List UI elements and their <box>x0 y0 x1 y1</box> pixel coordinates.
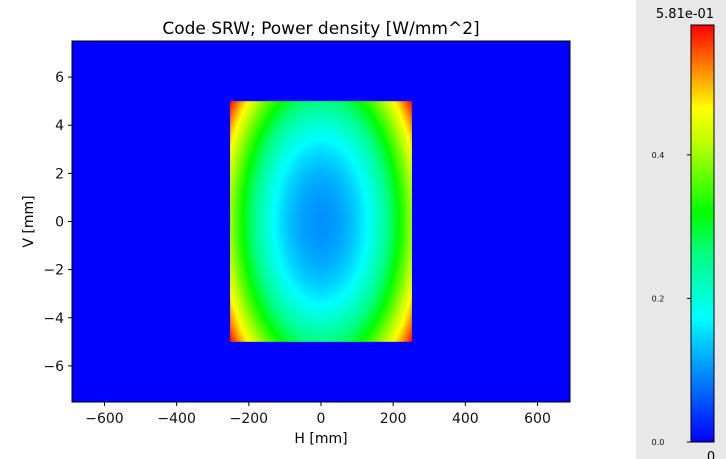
y-tick-label: 4 <box>55 118 64 134</box>
x-tick-label: −200 <box>230 411 268 427</box>
x-axis-label: H [mm] <box>294 431 347 447</box>
y-tick-label: −6 <box>43 359 64 375</box>
x-tick-label: 600 <box>524 411 551 427</box>
colorbar-ticks: 0.0 0.2 0.4 <box>652 151 691 447</box>
y-axis-ticks: −6 −4 −2 0 2 4 6 <box>43 70 72 375</box>
x-tick-label: 200 <box>380 411 407 427</box>
x-tick-label: −600 <box>85 411 123 427</box>
y-tick-label: −4 <box>43 311 64 327</box>
x-tick-label: 0 <box>317 411 326 427</box>
x-tick-label: −400 <box>157 411 195 427</box>
colorbar-tick-label: 0.4 <box>652 151 665 160</box>
colorbar-gradient <box>690 24 715 443</box>
y-tick-label: −2 <box>43 263 64 279</box>
chart-title: Code SRW; Power density [W/mm^2] <box>162 19 479 39</box>
colorbar-min-label: 0 <box>707 450 715 459</box>
y-axis-label: V [mm] <box>21 195 37 247</box>
y-tick-label: 6 <box>55 70 64 86</box>
colorbar-tick-label: 0.2 <box>652 294 665 303</box>
power-density-plot: Code SRW; Power density [W/mm^2] −600 −40… <box>21 19 571 447</box>
y-tick-label: 0 <box>55 215 64 231</box>
y-tick-label: 2 <box>55 166 64 182</box>
heatmap-image <box>230 101 412 342</box>
colorbar-tick-label: 0.0 <box>652 438 665 447</box>
colorbar-panel: 5.81e-01 0.0 0.2 0.4 0 <box>636 0 726 459</box>
x-tick-label: 400 <box>452 411 479 427</box>
x-axis-ticks: −600 −400 −200 0 200 400 600 <box>85 402 551 427</box>
colorbar: 5.81e-01 0.0 0.2 0.4 0 <box>652 7 716 459</box>
colorbar-max-label: 5.81e-01 <box>656 7 714 22</box>
